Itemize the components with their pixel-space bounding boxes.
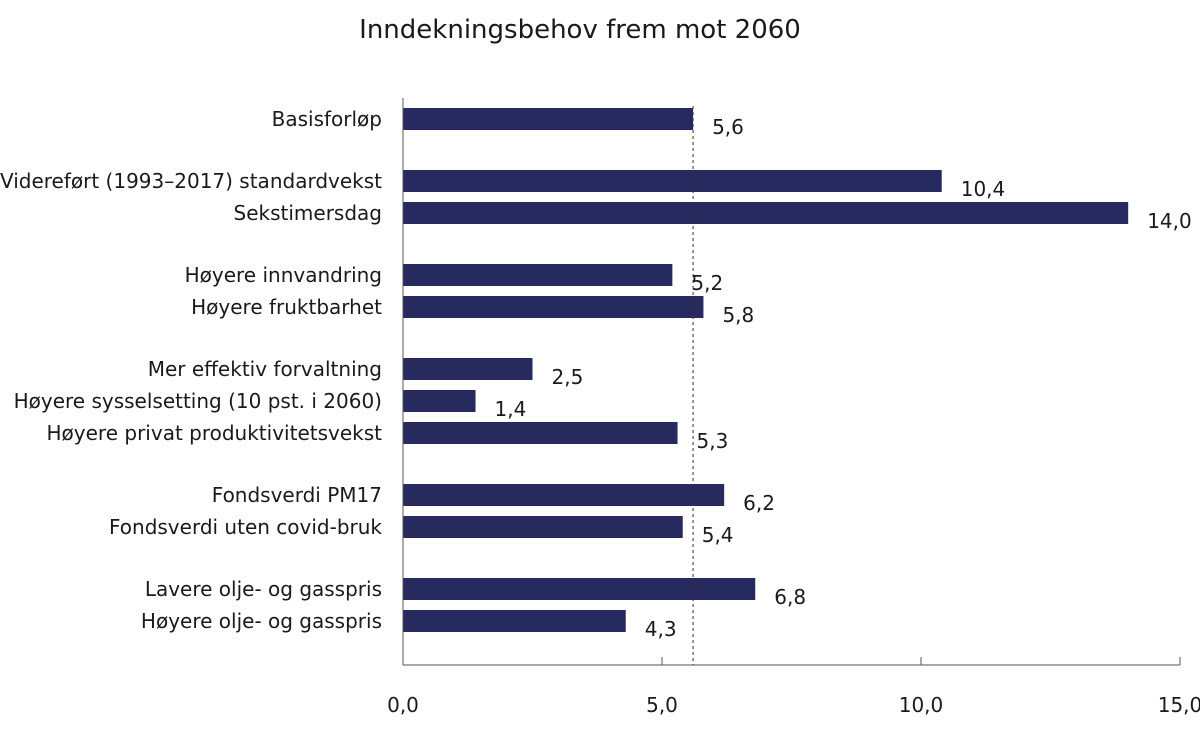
value-label: 14,0 <box>1147 209 1192 233</box>
bar <box>403 170 942 192</box>
bar <box>403 108 694 130</box>
value-label: 5,3 <box>697 429 729 453</box>
category-label: Høyere olje- og gasspris <box>141 609 382 633</box>
x-tick-label: 15,0 <box>1158 693 1200 717</box>
x-tick-label: 0,0 <box>387 693 419 717</box>
category-label: Høyere innvandring <box>185 263 382 287</box>
x-tick-label: 5,0 <box>646 693 678 717</box>
category-label: Sekstimersdag <box>234 201 382 225</box>
bar <box>403 202 1129 224</box>
value-label: 6,2 <box>743 491 775 515</box>
category-label: Fondsverdi uten covid-bruk <box>109 515 382 539</box>
bar <box>403 610 626 632</box>
x-axis: 0,0 5,0 10,0 15,0 <box>387 98 1200 717</box>
category-label: Videreført (1993–2017) standardvekst <box>0 169 382 193</box>
value-label: 5,8 <box>722 303 754 327</box>
value-label: 5,2 <box>691 271 723 295</box>
value-label: 1,4 <box>495 397 527 421</box>
value-label: 6,8 <box>774 585 806 609</box>
value-label: 5,6 <box>712 115 744 139</box>
bar <box>403 390 476 412</box>
bar <box>403 578 756 600</box>
bars-layer <box>403 108 1129 632</box>
bar <box>403 516 683 538</box>
category-label: Mer effektiv forvaltning <box>148 357 382 381</box>
category-label: Høyere fruktbarhet <box>191 295 382 319</box>
value-label: 5,4 <box>702 523 734 547</box>
bar <box>403 484 725 506</box>
labels-layer: Basisforløp 5,6 Videreført (1993–2017) sta… <box>0 107 1192 641</box>
bar <box>403 422 678 444</box>
category-label: Basisforløp <box>272 107 382 131</box>
bar <box>403 358 533 380</box>
value-label: 4,3 <box>645 617 677 641</box>
bar <box>403 296 704 318</box>
x-tick-label: 10,0 <box>899 693 944 717</box>
bar <box>403 264 673 286</box>
category-label: Lavere olje- og gasspris <box>145 577 382 601</box>
value-label: 10,4 <box>961 177 1006 201</box>
value-label: 2,5 <box>552 365 584 389</box>
category-label: Høyere privat produktivitetsvekst <box>47 421 383 445</box>
chart-title: Inndekningsbehov frem mot 2060 <box>359 15 801 45</box>
category-label: Høyere sysselsetting (10 pst. i 2060) <box>14 389 382 413</box>
category-label: Fondsverdi PM17 <box>212 483 382 507</box>
